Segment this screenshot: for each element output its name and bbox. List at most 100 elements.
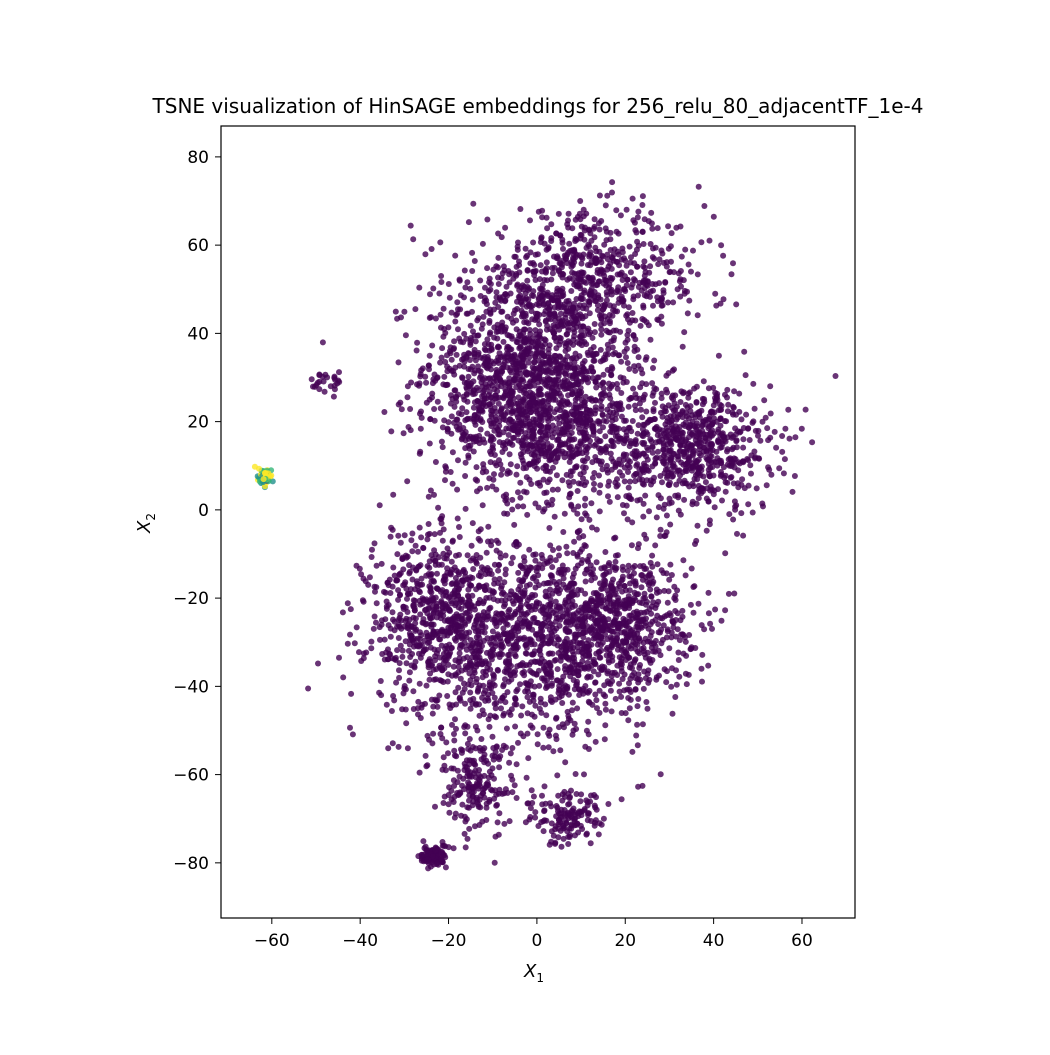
scatter-point xyxy=(569,269,576,276)
scatter-point xyxy=(512,723,519,730)
scatter-point xyxy=(668,230,675,237)
scatter-point xyxy=(656,256,663,263)
scatter-point xyxy=(540,744,547,751)
scatter-point xyxy=(404,478,411,485)
scatter-point xyxy=(628,428,635,435)
scatter-point xyxy=(482,687,489,694)
scatter-point xyxy=(678,459,685,466)
scatter-point xyxy=(452,602,459,609)
scatter-point xyxy=(776,465,783,472)
scatter-point xyxy=(396,571,403,578)
scatter-point xyxy=(429,710,436,717)
scatter-point xyxy=(466,597,472,604)
scatter-point xyxy=(481,614,488,621)
scatter-point xyxy=(435,647,442,653)
scatter-point xyxy=(630,217,637,224)
scatter-point xyxy=(690,247,696,254)
scatter-point xyxy=(462,730,469,737)
scatter-point xyxy=(563,685,570,692)
scatter-point xyxy=(515,426,522,433)
scatter-point xyxy=(500,681,507,688)
scatter-point xyxy=(634,742,641,749)
scatter-point xyxy=(536,276,543,283)
scatter-point xyxy=(703,449,710,455)
scatter-point xyxy=(422,373,429,380)
scatter-point xyxy=(434,570,440,577)
scatter-point xyxy=(451,564,458,571)
scatter-point xyxy=(576,302,583,309)
scatter-point xyxy=(520,636,527,643)
scatter-point xyxy=(425,658,432,665)
scatter-point xyxy=(492,299,499,306)
scatter-point xyxy=(363,649,370,656)
scatter-point xyxy=(561,377,568,384)
scatter-point xyxy=(455,684,462,691)
scatter-point xyxy=(641,285,648,291)
scatter-point xyxy=(598,331,605,338)
scatter-point xyxy=(452,657,459,664)
scatter-point xyxy=(623,354,629,361)
scatter-point xyxy=(545,730,552,737)
scatter-point xyxy=(477,647,484,654)
scatter-point xyxy=(733,502,740,509)
scatter-point xyxy=(464,552,471,559)
scatter-point xyxy=(695,431,702,438)
scatter-point xyxy=(655,492,662,499)
scatter-point xyxy=(406,669,413,676)
scatter-point xyxy=(760,503,766,510)
scatter-point xyxy=(591,357,598,364)
scatter-point xyxy=(578,223,585,230)
scatter-point xyxy=(538,415,545,421)
scatter-point xyxy=(741,348,748,355)
scatter-point xyxy=(510,435,517,441)
scatter-point xyxy=(605,493,611,500)
scatter-point xyxy=(518,419,525,426)
scatter-point xyxy=(476,440,483,447)
scatter-point xyxy=(542,268,549,275)
scatter-point xyxy=(623,262,630,269)
scatter-point xyxy=(552,458,559,465)
scatter-point xyxy=(416,650,422,657)
scatter-point xyxy=(541,560,548,567)
scatter-point xyxy=(634,263,641,270)
scatter-point xyxy=(534,344,540,351)
scatter-point xyxy=(665,299,671,306)
scatter-point xyxy=(602,433,609,440)
scatter-point xyxy=(396,592,403,599)
scatter-point xyxy=(529,364,536,371)
scatter-point xyxy=(460,633,467,640)
scatter-point xyxy=(644,705,651,712)
scatter-point xyxy=(706,423,713,430)
scatter-point xyxy=(527,639,534,645)
scatter-point xyxy=(549,496,556,503)
scatter-point xyxy=(587,293,594,299)
scatter-point xyxy=(503,725,510,732)
scatter-point xyxy=(537,262,544,269)
scatter-point xyxy=(641,440,648,446)
scatter-point xyxy=(605,329,612,336)
scatter-point xyxy=(545,398,552,404)
scatter-point xyxy=(641,264,648,271)
scatter-point xyxy=(608,455,615,462)
scatter-point xyxy=(475,411,482,418)
scatter-point xyxy=(526,546,533,553)
scatter-point xyxy=(520,442,527,449)
scatter-point xyxy=(478,564,485,571)
scatter-point xyxy=(438,273,445,279)
scatter-point xyxy=(383,701,390,708)
scatter-point xyxy=(731,388,738,395)
scatter-point xyxy=(591,289,598,295)
scatter-point xyxy=(591,329,598,336)
scatter-point xyxy=(462,700,469,707)
scatter-point xyxy=(655,504,662,511)
scatter-point xyxy=(570,326,577,333)
scatter-point xyxy=(406,570,413,577)
scatter-point xyxy=(384,579,391,586)
scatter-point xyxy=(629,519,636,526)
scatter-point xyxy=(486,388,493,395)
scatter-point xyxy=(455,306,461,313)
scatter-point xyxy=(675,270,682,277)
scatter-point xyxy=(508,676,515,683)
scatter-point xyxy=(613,289,620,296)
scatter-point xyxy=(626,443,633,450)
